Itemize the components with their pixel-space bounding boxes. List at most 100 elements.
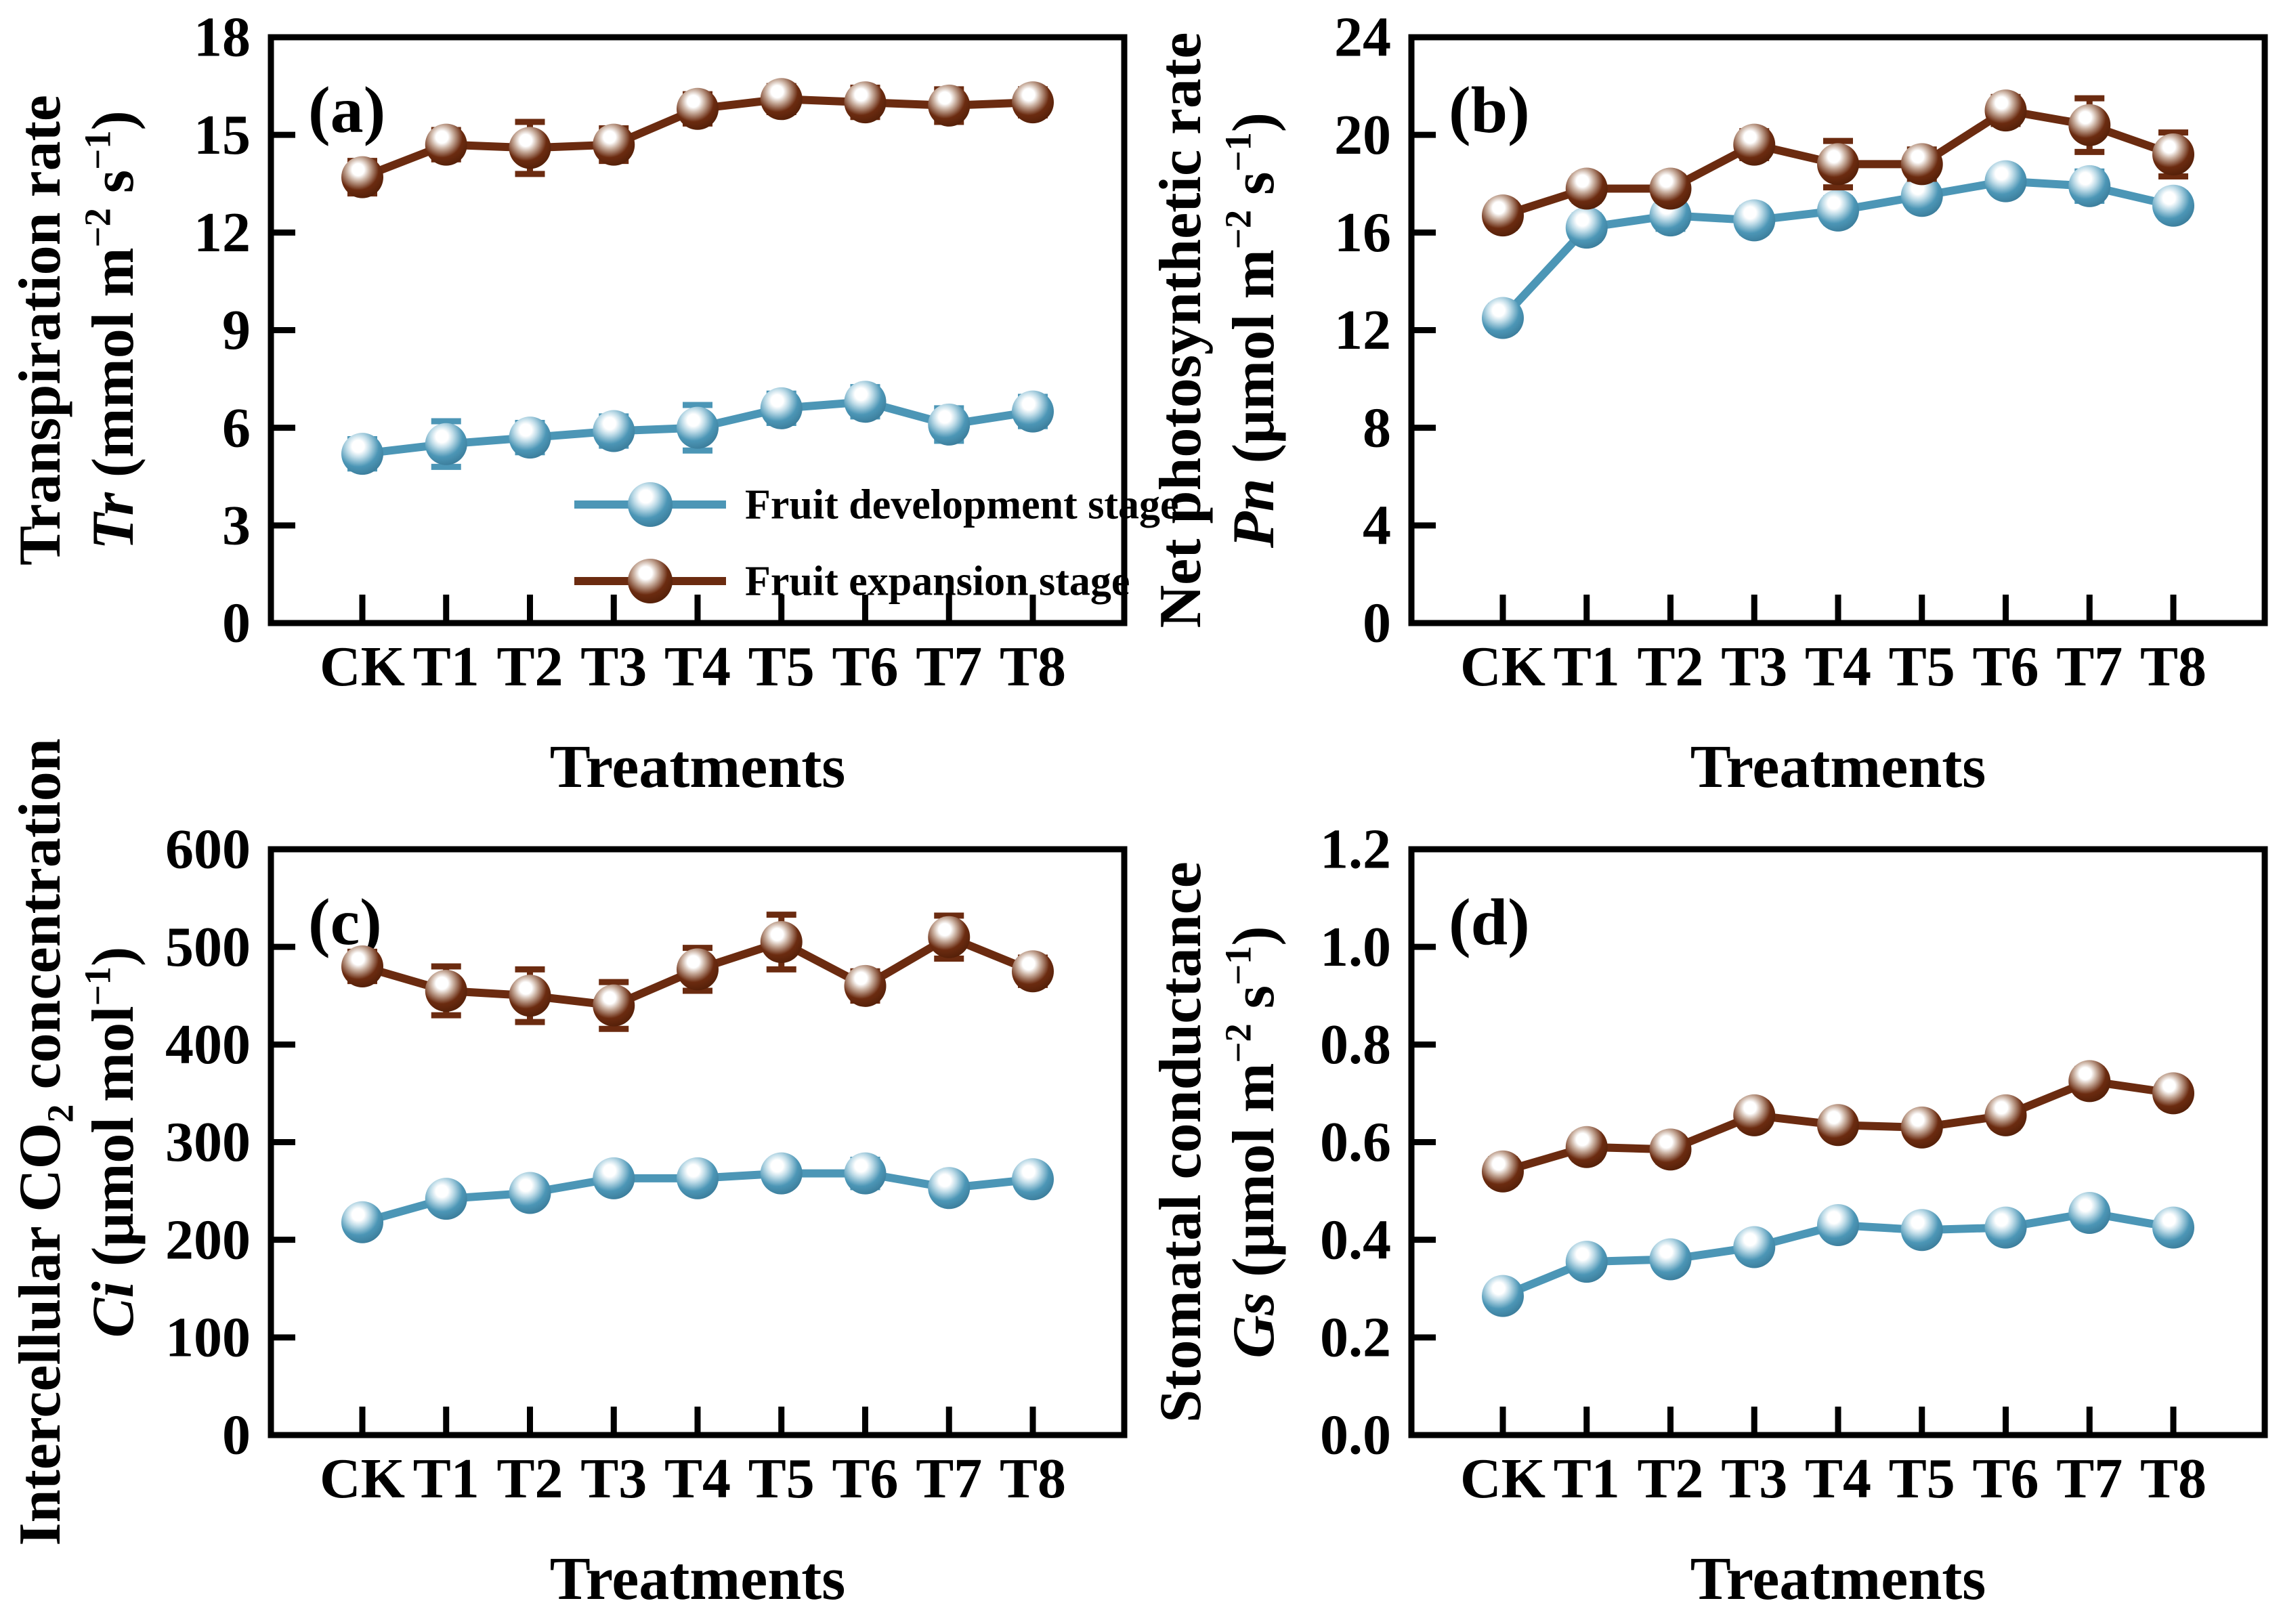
legend-label: Fruit development stage <box>745 482 1179 528</box>
x-axis-title: Treatments <box>1690 733 1986 800</box>
y-tick-label: 0.4 <box>1320 1208 1391 1271</box>
y-tick-label: 0 <box>222 592 251 655</box>
data-point-marker-fruit-expansion-stage <box>1649 167 1692 210</box>
x-tick-label: T5 <box>748 1447 815 1510</box>
x-tick-label: CK <box>320 635 405 698</box>
data-point-marker-fruit-development-stage <box>1649 1238 1692 1281</box>
x-tick-label: T3 <box>580 1447 647 1510</box>
data-point-marker-fruit-development-stage <box>341 1201 383 1243</box>
y-tick-label: 4 <box>1363 494 1391 557</box>
x-tick-label: T2 <box>1637 635 1703 698</box>
y-tick-label: 3 <box>222 494 251 557</box>
x-tick-label: T4 <box>664 1447 731 1510</box>
x-tick-label: T4 <box>664 635 731 698</box>
data-point-marker-fruit-development-stage <box>1733 199 1776 242</box>
data-point-marker-fruit-expansion-stage <box>1817 1104 1859 1147</box>
panel-letter: (b) <box>1449 74 1530 147</box>
x-tick-label: T7 <box>916 635 982 698</box>
panel-d: 0.0 0.2 0.4 0.6 0.8 1.0 1.2 CK T1 T2 T3 T4 T5 T6 T7 T8 (… <box>1140 812 2281 1623</box>
data-point-marker-fruit-development-stage <box>1900 1209 1943 1252</box>
data-point-marker-fruit-development-stage <box>1733 1226 1776 1268</box>
data-point-marker-fruit-development-stage <box>1482 297 1524 339</box>
data-point-marker-fruit-development-stage <box>928 403 971 446</box>
y-axis-title-line2: Tr (mmol m−2 s−1) <box>77 110 146 550</box>
data-point-marker-fruit-development-stage <box>425 423 467 465</box>
x-axis-title: Treatments <box>550 733 846 800</box>
y-tick-label: 12 <box>194 201 251 264</box>
panel-letter: (d) <box>1449 886 1530 959</box>
data-point-marker-fruit-development-stage <box>1817 1204 1859 1247</box>
data-point-marker-fruit-expansion-stage <box>509 975 551 1017</box>
y-axis-title-line2: Pn (μmol m−2 s−1) <box>1218 112 1287 549</box>
data-point-marker-fruit-expansion-stage <box>760 920 803 963</box>
data-point-marker-fruit-development-stage <box>1900 175 1943 217</box>
x-tick-label: T1 <box>1554 635 1620 698</box>
chart-panel-d: 0.0 0.2 0.4 0.6 0.8 1.0 1.2 CK T1 T2 T3 T4 T5 T6 T7 T8 (… <box>1148 818 2268 1612</box>
x-tick-label: T3 <box>1721 635 1787 698</box>
y-tick-label: 0 <box>222 1404 251 1467</box>
y-tick-label: 100 <box>165 1306 251 1369</box>
data-point-marker-fruit-development-stage <box>341 433 383 475</box>
x-tick-label: T6 <box>832 1447 898 1510</box>
x-tick-label: T1 <box>413 1447 479 1510</box>
y-tick-label: 12 <box>1334 299 1391 362</box>
data-point-marker-fruit-expansion-stage <box>593 123 635 166</box>
data-point-marker-fruit-expansion-stage <box>1482 194 1524 237</box>
y-axis-title-line1: Transpiration rate <box>7 95 73 565</box>
x-tick-label: T3 <box>1721 1447 1787 1510</box>
y-tick-label: 8 <box>1363 396 1391 459</box>
data-point-marker-fruit-development-stage <box>2152 1206 2194 1249</box>
y-tick-label: 16 <box>1334 201 1391 264</box>
x-tick-label: T2 <box>1637 1447 1703 1510</box>
data-point-marker-fruit-expansion-stage <box>1649 1128 1692 1171</box>
y-tick-label: 20 <box>1334 104 1391 167</box>
data-point-marker-fruit-expansion-stage <box>844 81 887 124</box>
y-tick-label: 24 <box>1334 6 1391 69</box>
x-tick-label: T6 <box>832 635 898 698</box>
chart-panel-b: 0 4 8 12 16 20 24 CK T1 T2 T3 T4 T5 T6 T7 T8 (b) Treatmen… <box>1148 6 2268 800</box>
x-tick-label: T1 <box>1554 1447 1620 1510</box>
x-tick-label: T8 <box>1000 635 1066 698</box>
data-point-marker-fruit-expansion-stage <box>1733 1094 1776 1136</box>
data-point-marker-fruit-expansion-stage <box>1565 167 1608 210</box>
legend-marker <box>628 482 673 527</box>
x-tick-label: T5 <box>1889 1447 1955 1510</box>
y-tick-label: 1.0 <box>1320 916 1391 979</box>
x-tick-label: T7 <box>916 1447 982 1510</box>
data-point-marker-fruit-expansion-stage <box>844 964 887 1007</box>
x-tick-label: T3 <box>580 635 647 698</box>
data-point-marker-fruit-development-stage <box>760 1152 803 1195</box>
x-tick-label: T5 <box>748 635 815 698</box>
x-axis-title: Treatments <box>1690 1545 1986 1612</box>
data-point-marker-fruit-expansion-stage <box>2068 1060 2111 1103</box>
data-point-marker-fruit-expansion-stage <box>509 127 551 169</box>
panel-a: 0 3 6 9 12 15 18 CK T1 T2 T3 T4 T5 T6 T7 T8 (a) Treatment… <box>0 0 1179 812</box>
data-point-marker-fruit-expansion-stage <box>425 970 467 1012</box>
data-point-marker-fruit-expansion-stage <box>2152 133 2194 175</box>
data-point-marker-fruit-development-stage <box>1984 160 2027 202</box>
data-point-marker-fruit-expansion-stage <box>760 78 803 121</box>
data-point-marker-fruit-development-stage <box>1984 1206 2027 1249</box>
x-tick-label: T5 <box>1889 635 1955 698</box>
y-tick-label: 0.0 <box>1320 1404 1391 1467</box>
panel-c: 0 100 200 300 400 500 600 CK T1 T2 T3 T4 T5 T6 T7 T8 (c)… <box>0 738 1140 1623</box>
data-point-marker-fruit-development-stage <box>677 406 719 449</box>
x-tick-label: T4 <box>1805 1447 1871 1510</box>
y-tick-label: 6 <box>222 396 251 459</box>
x-tick-label: T8 <box>1000 1447 1066 1510</box>
x-tick-label: CK <box>320 1447 405 1510</box>
plot-frame <box>268 34 1128 626</box>
y-tick-label: 200 <box>165 1208 251 1271</box>
y-tick-label: 0.8 <box>1320 1013 1391 1076</box>
data-point-marker-fruit-development-stage <box>1565 207 1608 249</box>
data-point-marker-fruit-development-stage <box>2068 1192 2111 1235</box>
data-point-marker-fruit-expansion-stage <box>1984 1094 2027 1136</box>
y-tick-label: 500 <box>165 916 251 979</box>
y-tick-label: 18 <box>194 6 251 69</box>
x-tick-label: T6 <box>1972 635 2039 698</box>
chart-panel-a: 0 3 6 9 12 15 18 CK T1 T2 T3 T4 T5 T6 T7 T8 (a) Treatment… <box>7 6 1179 800</box>
data-point-marker-fruit-expansion-stage <box>341 156 383 198</box>
data-point-marker-fruit-expansion-stage <box>2068 104 2111 146</box>
x-tick-label: T2 <box>496 635 563 698</box>
